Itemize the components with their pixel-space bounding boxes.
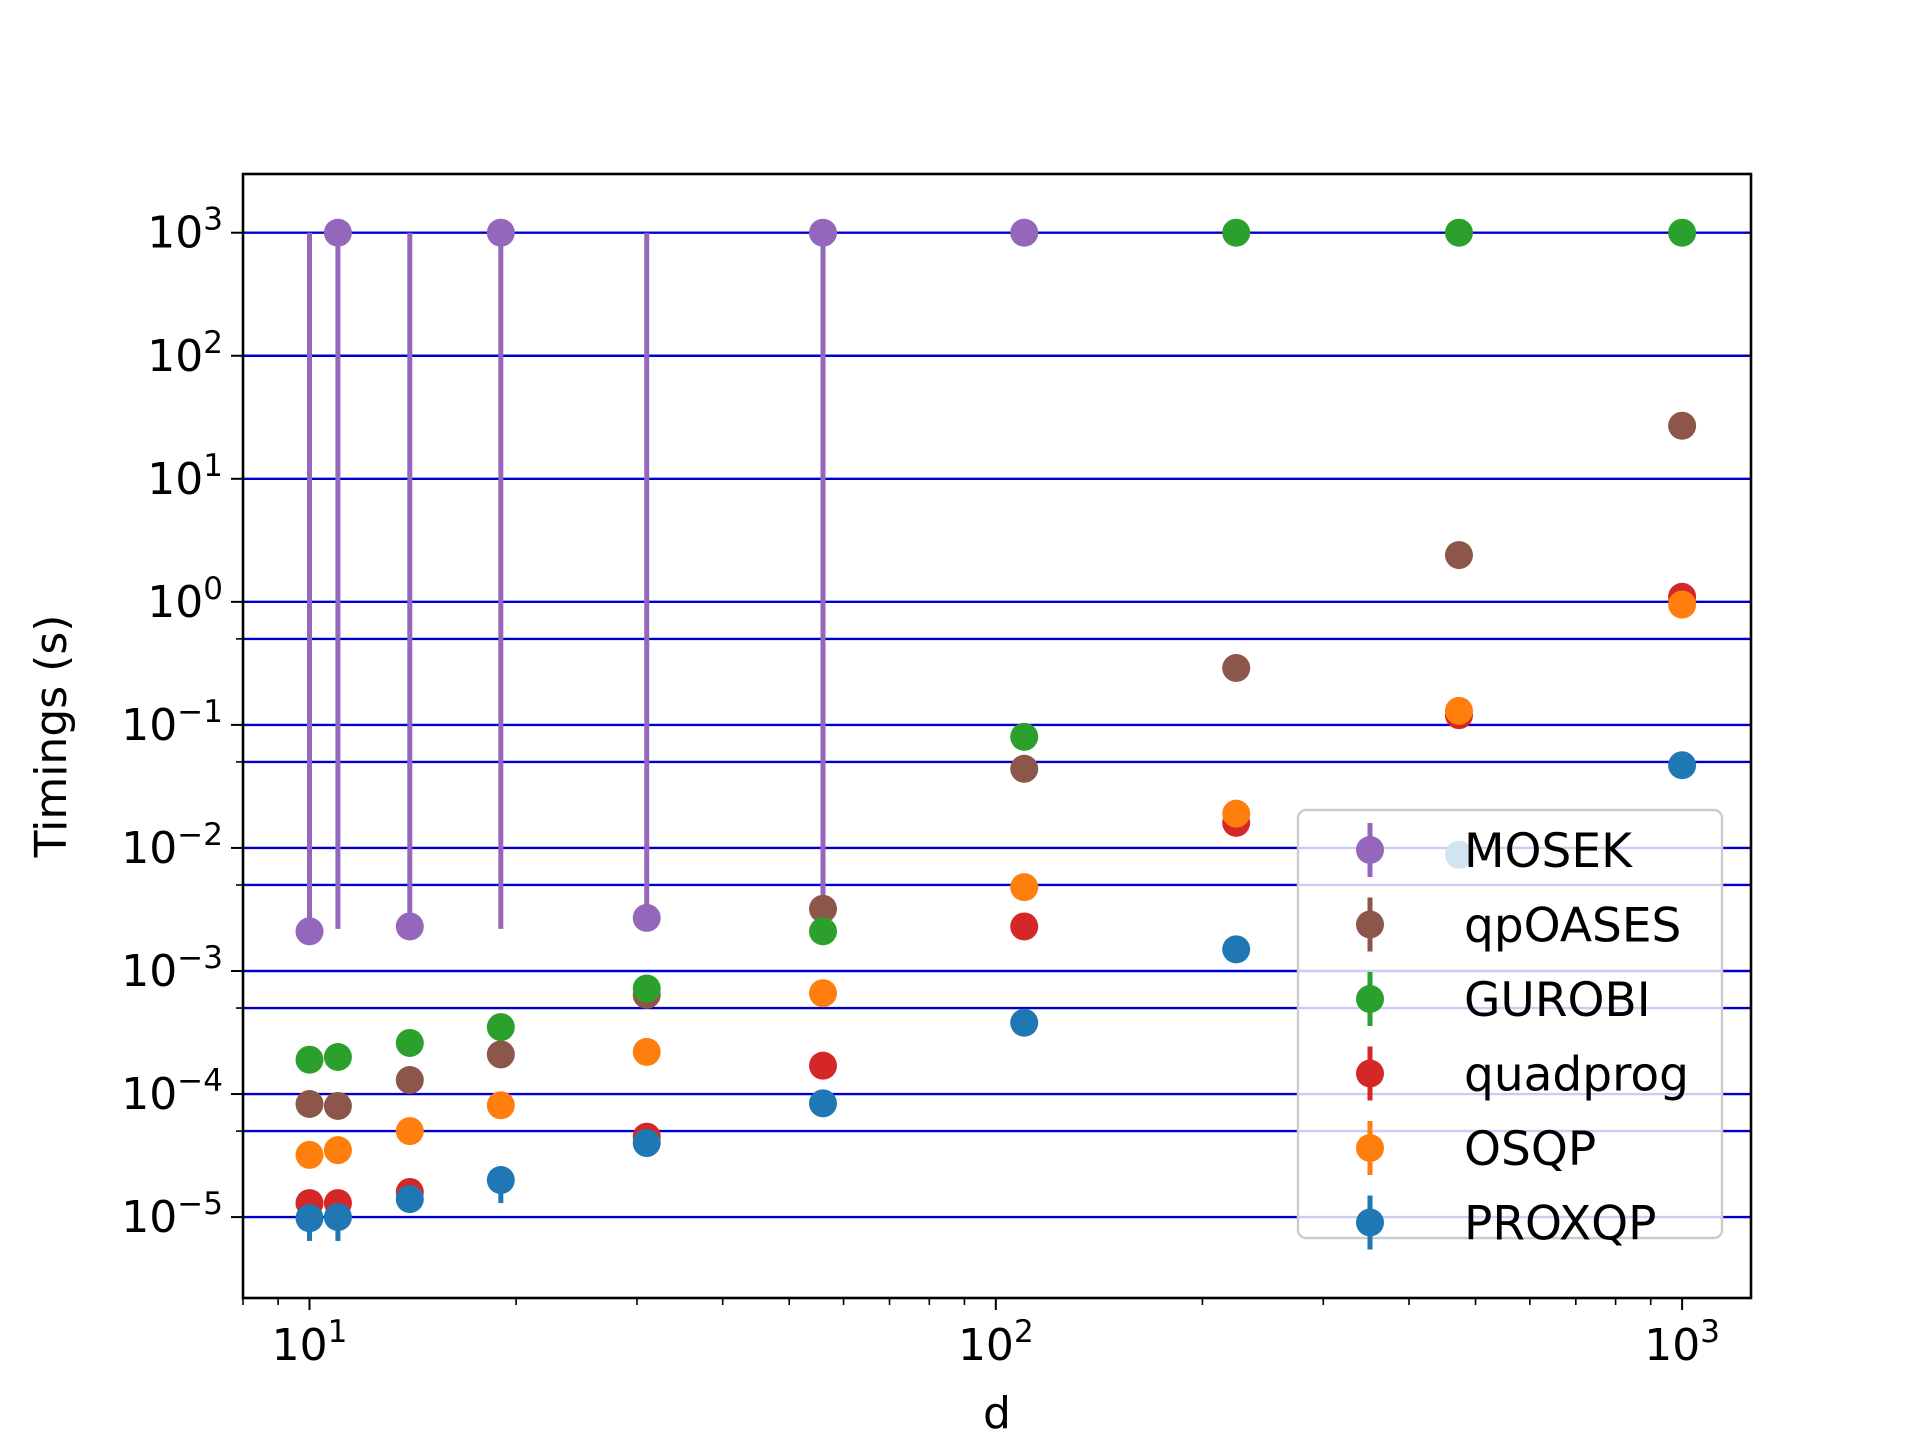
y-tick-label: 10−1: [121, 694, 223, 751]
x-tick-label: 102: [958, 1314, 1034, 1371]
legend-label-mosek: MOSEK: [1464, 824, 1633, 879]
mosek-point: [295, 917, 324, 946]
osqp-point: [323, 1136, 352, 1165]
legend-label-gurobi: GUROBI: [1464, 973, 1651, 1028]
qpoases-point: [1668, 411, 1697, 440]
osqp-point: [1668, 590, 1697, 619]
legend-marker-quadprog: [1356, 1059, 1384, 1088]
y-tick-label: 10−5: [121, 1186, 223, 1243]
y-tick-label: 10−3: [121, 940, 223, 997]
proxqp-point: [1010, 1008, 1039, 1037]
gurobi-point: [808, 917, 837, 946]
legend-marker-osqp: [1356, 1134, 1384, 1162]
gurobi-point: [1668, 218, 1697, 247]
legend-marker-qpoases: [1356, 910, 1384, 939]
legend-label-osqp: OSQP: [1464, 1122, 1596, 1177]
qpoases-point: [323, 1091, 352, 1120]
qpoases-point: [1444, 541, 1473, 570]
y-tick-label: 101: [147, 448, 223, 505]
x-axis-label: d: [983, 1388, 1011, 1439]
proxqp-point: [632, 1129, 661, 1158]
osqp-point: [486, 1091, 515, 1120]
gurobi-point: [1222, 218, 1251, 247]
legend-marker-gurobi: [1356, 985, 1384, 1013]
gurobi-point: [1010, 722, 1039, 751]
gurobi-point: [395, 1028, 424, 1057]
y-axis-label: Timings (s): [26, 615, 77, 859]
legend-label-quadprog: quadprog: [1464, 1048, 1689, 1103]
x-tick-label: 101: [272, 1314, 348, 1371]
plot-frame: [241, 172, 1753, 1300]
osqp-point: [395, 1117, 424, 1146]
gurobi-point: [632, 974, 661, 1003]
proxqp-point: [1222, 935, 1251, 964]
osqp-point: [1010, 873, 1039, 902]
proxqp-point: [395, 1185, 424, 1214]
legend-label-qpoases: qpOASES: [1464, 899, 1681, 954]
qpoases-point: [486, 1040, 515, 1069]
y-tick-label: 100: [147, 571, 223, 628]
mosek-point: [323, 218, 352, 247]
x-axis: 101 102 103: [242, 1298, 1720, 1371]
osqp-point: [295, 1140, 324, 1169]
mosek-point: [632, 903, 661, 932]
y-axis: 10−5 10−4 10−3 10−2 10−1 100 101 102 103: [121, 202, 243, 1243]
proxqp-point: [808, 1089, 837, 1118]
legend-marker-mosek: [1356, 836, 1384, 864]
mosek-point: [486, 218, 515, 247]
osqp-point: [632, 1037, 661, 1066]
qpoases-point: [295, 1089, 324, 1118]
y-tick-label: 102: [147, 325, 223, 382]
osqp-point: [1444, 696, 1473, 725]
proxqp-point: [1668, 751, 1697, 780]
gurobi-point: [295, 1045, 324, 1074]
y-tick-label: 103: [147, 202, 223, 259]
osqp-point: [1222, 799, 1251, 828]
y-tick-label: 10−4: [121, 1063, 223, 1120]
mosek-point: [395, 912, 424, 941]
y-tick-label: 10−2: [121, 817, 223, 874]
proxqp-point: [295, 1204, 324, 1233]
gurobi-point: [323, 1042, 352, 1071]
qpoases-point: [1010, 754, 1039, 783]
plot-area: [241, 172, 1753, 1300]
mosek-point: [808, 218, 837, 247]
proxqp-point: [486, 1166, 515, 1195]
quadprog-point: [808, 1051, 837, 1080]
legend-marker-proxqp: [1356, 1208, 1384, 1237]
legend-box: [1296, 808, 1724, 1240]
gurobi-point: [486, 1013, 515, 1042]
quadprog-point: [1010, 912, 1039, 941]
mosek-point: [1010, 218, 1039, 247]
legend-label-proxqp: PROXQP: [1464, 1197, 1657, 1252]
qpoases-point: [395, 1066, 424, 1095]
legend: MOSEK qpOASES GUROBI quadprog OSQP PROXQP: [1296, 808, 1724, 1252]
qpoases-point: [1222, 654, 1251, 683]
gurobi-point: [1444, 218, 1473, 247]
x-tick-label: 103: [1644, 1314, 1720, 1371]
osqp-point: [808, 979, 837, 1008]
qpoases-point: [808, 894, 837, 923]
proxqp-point: [323, 1203, 352, 1232]
